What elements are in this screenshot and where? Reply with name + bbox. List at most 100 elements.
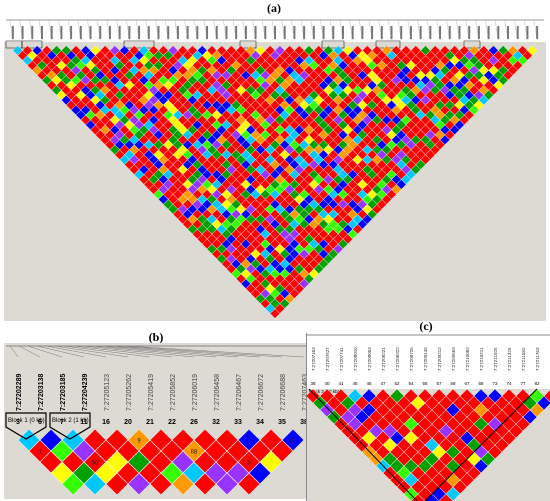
ld-cell bbox=[415, 80, 426, 91]
ld-cell bbox=[270, 149, 280, 160]
ld-cell bbox=[206, 184, 217, 195]
ld-cell bbox=[381, 75, 392, 86]
ld-cell bbox=[347, 100, 358, 111]
ld-cell bbox=[260, 139, 271, 150]
ld-cell bbox=[381, 55, 392, 66]
ld-cell bbox=[352, 85, 363, 96]
ld-cell bbox=[143, 90, 154, 101]
ld-cell bbox=[255, 293, 266, 304]
ld-cell bbox=[270, 60, 280, 71]
ld-cell bbox=[425, 60, 436, 71]
ld-cell bbox=[163, 189, 174, 200]
ld-cell bbox=[352, 164, 363, 175]
ld-cell bbox=[270, 70, 280, 81]
ld-cell bbox=[415, 129, 426, 140]
ld-cell bbox=[439, 75, 450, 86]
ld-cell bbox=[221, 258, 232, 269]
ld-cell bbox=[342, 124, 353, 135]
ld-cell bbox=[17, 50, 28, 61]
ld-cell bbox=[240, 90, 251, 101]
ld-cell bbox=[202, 149, 212, 160]
ld-cell bbox=[231, 229, 242, 240]
ld-cell bbox=[376, 90, 387, 101]
ld-cell bbox=[289, 50, 300, 61]
ld-cell bbox=[182, 149, 193, 160]
ld-cell bbox=[153, 100, 164, 111]
ld-cell bbox=[503, 60, 513, 71]
block-boundary-c bbox=[424, 388, 538, 501]
ld-cell bbox=[362, 115, 373, 125]
ld-cell bbox=[270, 100, 280, 111]
ld-cell bbox=[109, 144, 120, 155]
ld-cell bbox=[236, 214, 246, 225]
ld-cell bbox=[245, 273, 256, 284]
ld-cell bbox=[148, 154, 159, 165]
ld-cell bbox=[308, 60, 319, 71]
marker-number-b: 7 bbox=[60, 419, 64, 426]
ld-cell bbox=[435, 129, 445, 140]
ld-cell bbox=[236, 164, 246, 175]
ld-cell bbox=[250, 249, 261, 259]
ld-cell bbox=[333, 85, 344, 96]
ld-cell bbox=[85, 90, 96, 101]
ld-cell bbox=[294, 85, 305, 96]
ld-cell bbox=[367, 199, 378, 210]
ld-cell-b bbox=[116, 461, 140, 485]
ld-cell bbox=[430, 95, 441, 106]
ld-cell bbox=[158, 55, 169, 66]
ld-cell bbox=[260, 50, 271, 61]
ld-cell bbox=[202, 199, 212, 210]
ld-cell bbox=[362, 134, 373, 145]
ld-cell bbox=[192, 119, 203, 130]
ld-cell bbox=[347, 189, 358, 200]
ld-cell bbox=[153, 90, 164, 101]
ld-cell bbox=[308, 110, 319, 120]
ld-cell bbox=[284, 75, 295, 86]
ld-cell bbox=[158, 65, 169, 76]
marker-number-c: 57 bbox=[436, 381, 442, 386]
ld-cell bbox=[304, 45, 314, 56]
ld-cell bbox=[478, 85, 489, 96]
ld-cell bbox=[216, 253, 227, 264]
ld-cell bbox=[265, 293, 276, 304]
ld-cell bbox=[260, 189, 271, 200]
marker-number-b: 20 bbox=[124, 419, 132, 426]
snp-name-a bbox=[390, 26, 393, 39]
ld-cell bbox=[236, 134, 246, 145]
ld-cell bbox=[124, 70, 135, 81]
ld-cell bbox=[138, 85, 149, 96]
ld-cell bbox=[270, 189, 280, 200]
ld-cell-b bbox=[259, 450, 283, 474]
snp-label-c: 7:27211763 bbox=[535, 347, 540, 371]
ld-cell bbox=[260, 278, 271, 289]
ld-cell bbox=[386, 80, 397, 91]
ld-cell bbox=[172, 189, 183, 200]
ld-cell bbox=[202, 229, 212, 240]
marker-number-c: 46 bbox=[366, 381, 372, 386]
ld-cell bbox=[182, 209, 193, 220]
ld-cell bbox=[308, 119, 319, 130]
ld-cell bbox=[352, 45, 363, 56]
ld-cell bbox=[182, 80, 193, 91]
ld-cell bbox=[211, 229, 222, 240]
ld-cell bbox=[338, 100, 348, 111]
ld-cell bbox=[216, 184, 227, 195]
ld-cell bbox=[109, 45, 120, 56]
ld-cell-b bbox=[204, 461, 228, 485]
ld-cell bbox=[177, 115, 188, 125]
ld-cell bbox=[362, 75, 373, 86]
ld-cell bbox=[90, 65, 101, 76]
ld-cell bbox=[211, 179, 222, 190]
panel-a-label: (a) bbox=[267, 1, 281, 15]
ld-cell bbox=[255, 253, 266, 264]
marker-number-c: 74 bbox=[506, 381, 512, 386]
ld-cell bbox=[153, 179, 164, 190]
ld-cell bbox=[260, 129, 271, 140]
ld-cell bbox=[274, 45, 285, 56]
ld-cell bbox=[328, 70, 339, 81]
ld-cell bbox=[226, 184, 237, 195]
ld-cell bbox=[372, 75, 382, 86]
ld-cell bbox=[158, 105, 169, 115]
ld-cell bbox=[386, 110, 397, 120]
ld-cell bbox=[279, 90, 290, 101]
